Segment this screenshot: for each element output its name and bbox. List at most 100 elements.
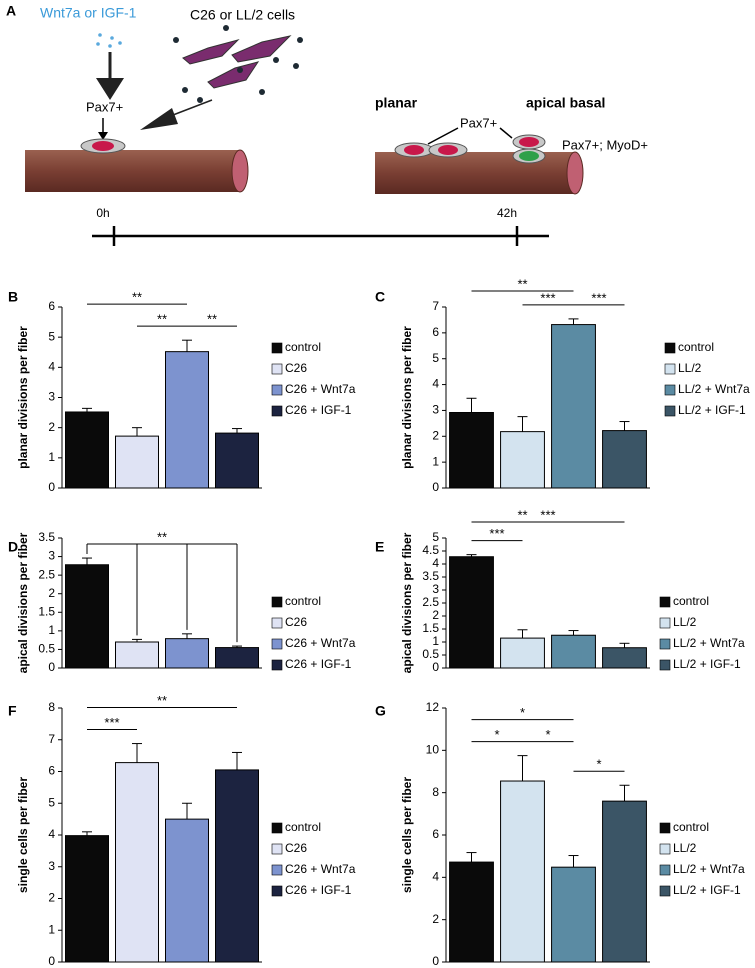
bar bbox=[551, 634, 596, 669]
legend-swatch bbox=[271, 843, 283, 855]
sig-label: ** bbox=[517, 507, 527, 522]
bar bbox=[500, 780, 545, 963]
panel-label: F bbox=[8, 703, 17, 719]
legend-swatch bbox=[271, 384, 283, 396]
bar bbox=[449, 411, 494, 489]
arrow bbox=[427, 127, 459, 145]
bar bbox=[65, 835, 109, 963]
legend-swatch bbox=[271, 342, 283, 354]
y-tick-label: 0.5 bbox=[422, 647, 439, 661]
y-tick-label: 3 bbox=[432, 403, 439, 417]
bar bbox=[215, 432, 259, 489]
bar bbox=[165, 351, 209, 489]
y-tick-label: 6 bbox=[48, 299, 55, 313]
y-tick-label: 6 bbox=[432, 827, 439, 841]
bar bbox=[115, 435, 159, 489]
factor-label: Wnt7a or IGF-1 bbox=[40, 5, 137, 21]
legend-swatch bbox=[664, 363, 676, 375]
y-tick-label: 6 bbox=[48, 764, 55, 778]
pax-myod-label: Pax7+; MyoD+ bbox=[562, 137, 648, 152]
legend-label: LL/2 + Wnt7a bbox=[673, 636, 745, 650]
legend-swatch bbox=[659, 596, 671, 608]
y-tick-label: 7 bbox=[432, 299, 439, 313]
legend-label: C26 + IGF-1 bbox=[285, 403, 352, 417]
sig-label: *** bbox=[104, 715, 119, 730]
legend-label: LL/2 + Wnt7a bbox=[673, 862, 745, 876]
y-tick-label: 12 bbox=[426, 700, 440, 714]
legend-swatch bbox=[659, 638, 671, 650]
legend-swatch bbox=[659, 617, 671, 629]
legend-label: LL/2 bbox=[673, 841, 697, 855]
y-tick-label: 2.5 bbox=[38, 567, 55, 581]
fiber-end bbox=[231, 149, 249, 193]
bar bbox=[449, 861, 494, 963]
bar bbox=[165, 818, 209, 963]
panel-label: C bbox=[375, 289, 385, 305]
sig-label: ** bbox=[157, 693, 167, 708]
y-tick-label: 1 bbox=[432, 454, 439, 468]
nucleus bbox=[404, 145, 424, 155]
pax-label: Pax7+ bbox=[460, 115, 497, 130]
legend-label: C26 + Wnt7a bbox=[285, 862, 356, 876]
bar bbox=[602, 647, 647, 669]
sig-label: ** bbox=[157, 529, 167, 544]
y-tick-label: 2 bbox=[48, 891, 55, 905]
cells-label: C26 or LL/2 cells bbox=[190, 7, 295, 23]
sig-label: ** bbox=[132, 290, 142, 305]
y-axis-label: single cells per fiber bbox=[400, 777, 414, 893]
sig-label: ** bbox=[157, 312, 167, 327]
y-tick-label: 7 bbox=[48, 732, 55, 746]
y-tick-label: 4 bbox=[432, 556, 439, 570]
y-tick-label: 2 bbox=[432, 428, 439, 442]
nucleus bbox=[438, 145, 458, 155]
sig-label: * bbox=[520, 705, 525, 720]
arrow bbox=[499, 127, 513, 139]
sig-label: *** bbox=[540, 507, 555, 522]
nucleus bbox=[519, 151, 539, 161]
y-tick-label: 1.5 bbox=[422, 621, 439, 635]
legend-label: C26 bbox=[285, 361, 307, 375]
tumor-cells bbox=[173, 25, 303, 103]
legend-label: LL/2 + Wnt7a bbox=[678, 382, 750, 396]
y-tick-label: 4 bbox=[48, 360, 55, 374]
bar bbox=[602, 430, 647, 489]
y-tick-label: 4 bbox=[48, 827, 55, 841]
planar-label: planar bbox=[375, 95, 418, 111]
arrow-head bbox=[96, 78, 124, 100]
legend-label: LL/2 + IGF-1 bbox=[673, 657, 741, 671]
legend-swatch bbox=[271, 596, 283, 608]
panel-label: A bbox=[6, 3, 16, 19]
y-tick-label: 0 bbox=[48, 954, 55, 968]
sig-label: *** bbox=[489, 526, 504, 541]
y-tick-label: 2.5 bbox=[422, 595, 439, 609]
legend-label: C26 bbox=[285, 841, 307, 855]
y-tick-label: 6 bbox=[432, 325, 439, 339]
bar bbox=[602, 800, 647, 963]
y-tick-label: 2 bbox=[48, 420, 55, 434]
panel-label: B bbox=[8, 289, 18, 305]
legend-swatch bbox=[271, 638, 283, 650]
time-label: 42h bbox=[497, 206, 517, 220]
y-tick-label: 0 bbox=[432, 954, 439, 968]
sig-label: * bbox=[596, 757, 601, 772]
legend-swatch bbox=[659, 659, 671, 671]
y-axis-label: apical divisions per fiber bbox=[16, 532, 30, 673]
legend-swatch bbox=[659, 885, 671, 897]
y-tick-label: 1 bbox=[48, 450, 55, 464]
y-tick-label: 8 bbox=[48, 700, 55, 714]
y-tick-label: 1 bbox=[48, 922, 55, 936]
bar bbox=[65, 564, 109, 669]
sig-label: * bbox=[545, 727, 550, 742]
fiber bbox=[375, 152, 575, 194]
legend-swatch bbox=[271, 659, 283, 671]
bar bbox=[500, 431, 545, 489]
apical-label: apical basal bbox=[526, 95, 605, 111]
y-tick-label: 3 bbox=[48, 859, 55, 873]
bar bbox=[551, 324, 596, 489]
legend-label: C26 bbox=[285, 615, 307, 629]
y-tick-label: 10 bbox=[426, 743, 440, 757]
